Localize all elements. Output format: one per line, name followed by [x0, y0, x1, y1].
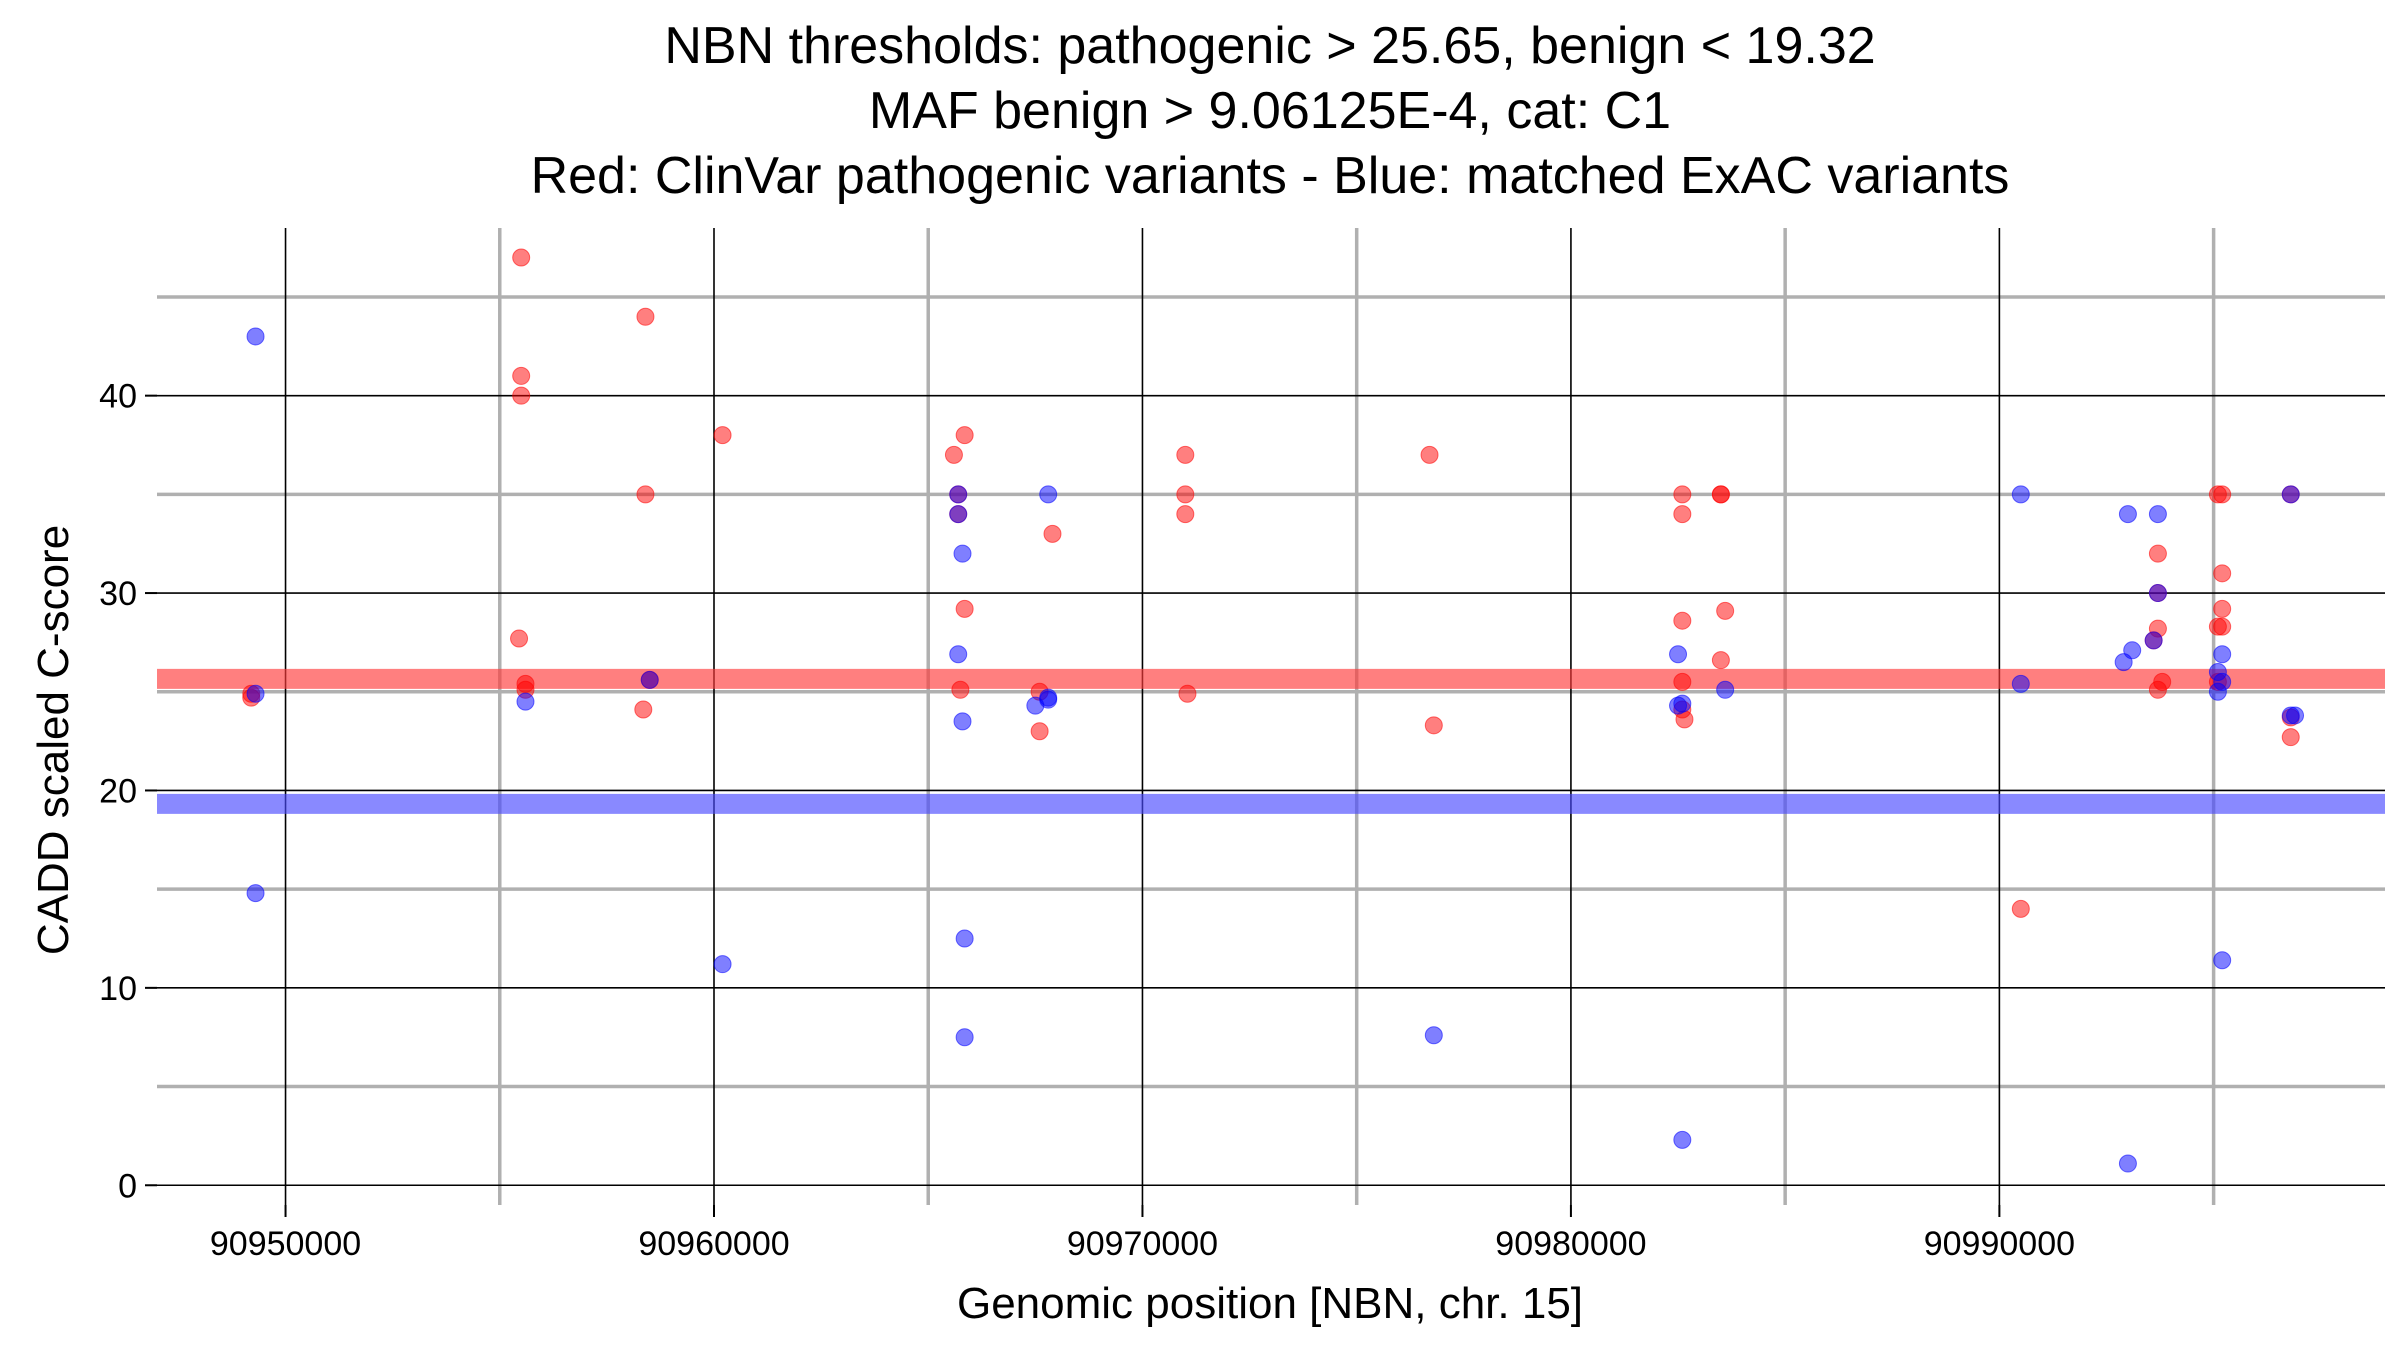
chart-title-line-3: Red: ClinVar pathogenic variants - Blue:…	[531, 147, 2010, 205]
x-axis: 90950000 90960000 90970000 90980000 90990000	[210, 1205, 2075, 1263]
benign-point	[2118, 505, 2137, 524]
benign-point	[2118, 1154, 2137, 1173]
chart-title: NBN thresholds: pathogenic > 25.65, beni…	[531, 17, 2010, 205]
benign-point	[2011, 485, 2030, 504]
benign-point	[949, 645, 968, 664]
benign-point	[2213, 645, 2232, 664]
pathogenic-point	[2148, 544, 2167, 563]
pathogenic-point	[955, 599, 974, 618]
pathogenic-point	[636, 307, 655, 326]
chart-title-line-2: MAF benign > 9.06125E-4, cat: C1	[869, 82, 1671, 140]
pathogenic-point	[512, 366, 531, 385]
benign-point	[953, 544, 972, 563]
pathogenic-point	[713, 426, 732, 445]
benign-point	[1716, 680, 1735, 699]
benign-point	[1673, 694, 1692, 713]
pathogenic-point	[1673, 485, 1692, 504]
pathogenic-point	[2213, 599, 2232, 618]
benign-point	[246, 884, 265, 903]
pathogenic-point	[1420, 445, 1439, 464]
pathogenic-point	[944, 445, 963, 464]
benign-point	[2281, 706, 2300, 725]
pathogenic-point	[1030, 722, 1049, 741]
pathogenic-point	[512, 248, 531, 267]
benign-point	[2114, 653, 2133, 672]
benign-point	[1669, 645, 1688, 664]
benign-point	[2281, 485, 2300, 504]
benign-point	[953, 712, 972, 731]
major-gridlines	[157, 228, 2385, 1205]
benign-point	[1424, 1026, 1443, 1045]
benign-point	[640, 670, 659, 689]
benign-point	[246, 684, 265, 703]
pathogenic-point	[512, 386, 531, 405]
y-tick-label: 40	[99, 378, 137, 416]
benign-point	[2213, 951, 2232, 970]
x-tick-label: 90950000	[210, 1225, 361, 1263]
benign-point	[1039, 485, 1058, 504]
pathogenic-point	[951, 680, 970, 699]
benign-point	[1673, 1130, 1692, 1149]
benign-series	[246, 327, 2305, 1173]
pathogenic-point	[1716, 601, 1735, 620]
pathogenic-point	[1673, 611, 1692, 630]
pathogenic-point	[2281, 728, 2300, 747]
benign-point	[246, 327, 265, 346]
y-tick-label: 30	[99, 575, 137, 613]
pathogenic-point	[1176, 485, 1195, 504]
y-tick-label: 10	[99, 970, 137, 1008]
minor-gridlines	[157, 228, 2385, 1205]
benign-point	[955, 1028, 974, 1047]
pathogenic-point	[1178, 684, 1197, 703]
pathogenic-point	[1711, 485, 1730, 504]
x-tick-label: 90960000	[638, 1225, 789, 1263]
pathogenic-point	[1424, 716, 1443, 735]
pathogenic-point	[1176, 445, 1195, 464]
chart-title-line-1: NBN thresholds: pathogenic > 25.65, beni…	[664, 17, 1875, 75]
benign-point	[516, 692, 535, 711]
pathogenic-point	[2213, 485, 2232, 504]
benign-point	[2208, 682, 2227, 701]
benign-point	[2148, 584, 2167, 603]
pathogenic-point	[634, 700, 653, 719]
benign-point	[2011, 674, 2030, 693]
pathogenic-point	[2213, 564, 2232, 583]
benign-point	[949, 505, 968, 524]
benign-point	[2148, 505, 2167, 524]
benign-point	[949, 485, 968, 504]
threshold-lines	[157, 668, 2385, 814]
y-axis-title: CADD scaled C-score	[29, 525, 78, 955]
y-axis: 0 10 20 30 40	[99, 378, 157, 1205]
pathogenic-point	[2213, 617, 2232, 636]
pathogenic-point	[955, 426, 974, 445]
pathogenic-point	[1711, 651, 1730, 670]
benign-point	[713, 955, 732, 974]
benign-point	[955, 929, 974, 948]
x-tick-label: 90970000	[1067, 1225, 1218, 1263]
pathogenic-point	[510, 629, 529, 648]
pathogenic-point	[1176, 505, 1195, 524]
x-tick-label: 90980000	[1495, 1225, 1646, 1263]
pathogenic-point	[636, 485, 655, 504]
pathogenic-series	[242, 248, 2300, 918]
x-tick-label: 90990000	[1924, 1225, 2075, 1263]
pathogenic-point	[1043, 524, 1062, 543]
pathogenic-point	[1673, 672, 1692, 691]
benign-point	[2144, 631, 2163, 650]
pathogenic-point	[2011, 899, 2030, 918]
pathogenic-point	[1673, 505, 1692, 524]
y-tick-label: 20	[99, 772, 137, 810]
pathogenic-point	[2148, 680, 2167, 699]
x-axis-title: Genomic position [NBN, chr. 15]	[957, 1279, 1583, 1328]
benign-point	[1039, 690, 1058, 709]
y-tick-label: 0	[118, 1167, 137, 1205]
